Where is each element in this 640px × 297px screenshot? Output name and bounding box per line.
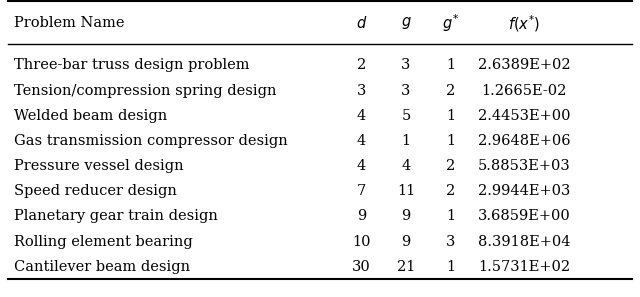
Text: 9: 9 xyxy=(356,209,366,223)
Text: 2: 2 xyxy=(446,184,455,198)
Text: 2: 2 xyxy=(446,159,455,173)
Text: Speed reducer design: Speed reducer design xyxy=(14,184,177,198)
Text: 1: 1 xyxy=(446,260,455,274)
Text: 3: 3 xyxy=(446,235,455,249)
Text: Tension/compression spring design: Tension/compression spring design xyxy=(14,84,276,98)
Text: 2.4453E+00: 2.4453E+00 xyxy=(477,109,570,123)
Text: 1: 1 xyxy=(446,209,455,223)
Text: 1: 1 xyxy=(446,59,455,72)
Text: $g$: $g$ xyxy=(401,15,412,31)
Text: 2: 2 xyxy=(446,84,455,98)
Text: Planetary gear train design: Planetary gear train design xyxy=(14,209,218,223)
Text: 10: 10 xyxy=(352,235,371,249)
Text: 4: 4 xyxy=(356,109,366,123)
Text: 1: 1 xyxy=(446,109,455,123)
Text: 3.6859E+00: 3.6859E+00 xyxy=(477,209,570,223)
Text: Pressure vessel design: Pressure vessel design xyxy=(14,159,184,173)
Text: 1.5731E+02: 1.5731E+02 xyxy=(478,260,570,274)
Text: 1: 1 xyxy=(401,134,411,148)
Text: Three-bar truss design problem: Three-bar truss design problem xyxy=(14,59,250,72)
Text: Cantilever beam design: Cantilever beam design xyxy=(14,260,190,274)
Text: 5.8853E+03: 5.8853E+03 xyxy=(477,159,570,173)
Text: 3: 3 xyxy=(401,84,411,98)
Text: 4: 4 xyxy=(356,159,366,173)
Text: 2.9648E+06: 2.9648E+06 xyxy=(477,134,570,148)
Text: $f(x^{*})$: $f(x^{*})$ xyxy=(508,13,540,34)
Text: 11: 11 xyxy=(397,184,415,198)
Text: 5: 5 xyxy=(401,109,411,123)
Text: 9: 9 xyxy=(401,209,411,223)
Text: $d$: $d$ xyxy=(356,15,367,31)
Text: 2: 2 xyxy=(356,59,366,72)
Text: 1.2665E-02: 1.2665E-02 xyxy=(481,84,566,98)
Text: 3: 3 xyxy=(401,59,411,72)
Text: 9: 9 xyxy=(401,235,411,249)
Text: 8.3918E+04: 8.3918E+04 xyxy=(477,235,570,249)
Text: 1: 1 xyxy=(446,134,455,148)
Text: Problem Name: Problem Name xyxy=(14,16,125,31)
Text: 7: 7 xyxy=(356,184,366,198)
Text: 21: 21 xyxy=(397,260,415,274)
Text: Gas transmission compressor design: Gas transmission compressor design xyxy=(14,134,288,148)
Text: 2.6389E+02: 2.6389E+02 xyxy=(477,59,570,72)
Text: Rolling element bearing: Rolling element bearing xyxy=(14,235,193,249)
Text: 30: 30 xyxy=(352,260,371,274)
Text: 2.9944E+03: 2.9944E+03 xyxy=(477,184,570,198)
Text: Welded beam design: Welded beam design xyxy=(14,109,168,123)
Text: $g^{*}$: $g^{*}$ xyxy=(442,12,459,34)
Text: 4: 4 xyxy=(356,134,366,148)
Text: 4: 4 xyxy=(401,159,411,173)
Text: 3: 3 xyxy=(356,84,366,98)
